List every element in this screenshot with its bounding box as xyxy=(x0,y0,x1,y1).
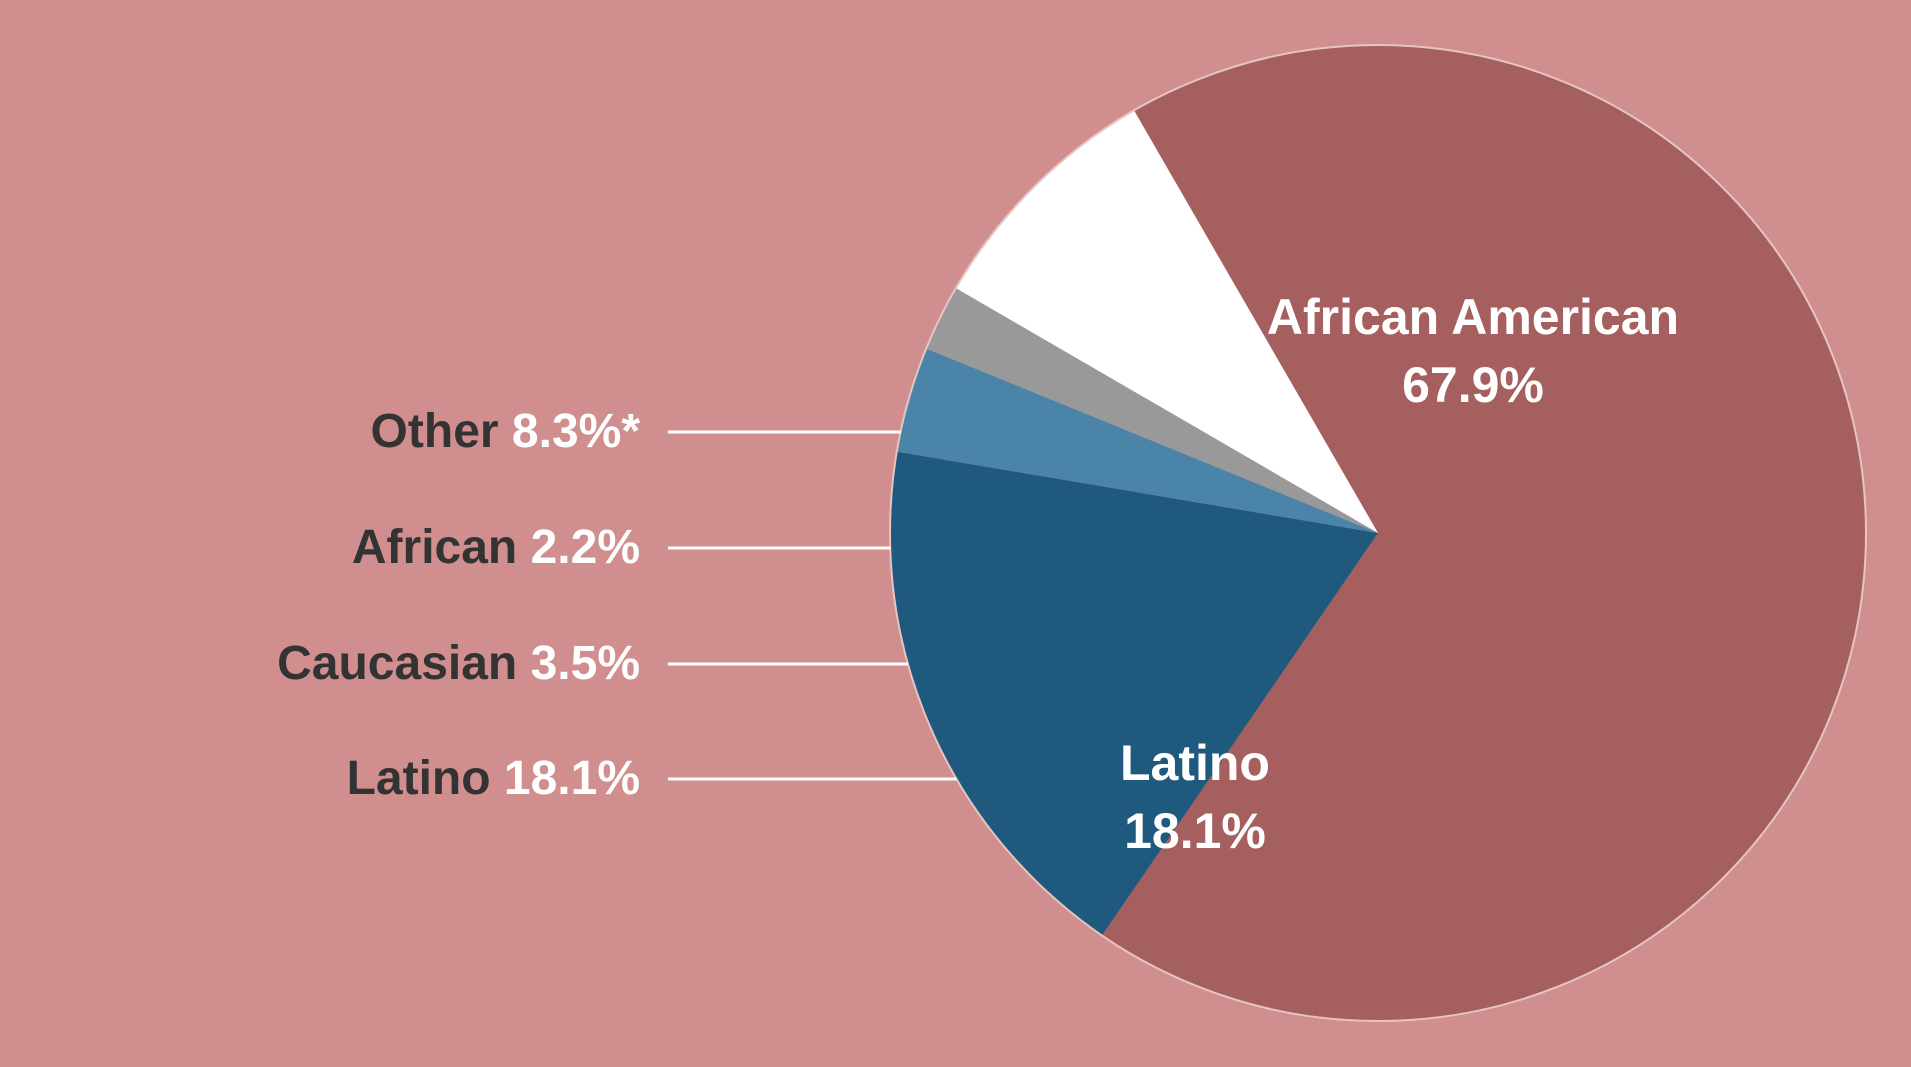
side-label-percent: 3.5% xyxy=(531,637,640,690)
inside-label-percent: 18.1% xyxy=(1124,803,1266,859)
pie-slice-other xyxy=(955,110,1378,533)
pie-outline xyxy=(889,44,1867,1022)
pie-slices xyxy=(889,44,1867,1022)
side-label-latino: Latino 18.1% xyxy=(347,752,640,805)
leader-lines xyxy=(668,430,957,781)
svg-text:African 2.2%: African 2.2% xyxy=(352,521,640,574)
side-label-other: Other 8.3%* xyxy=(371,405,641,458)
svg-text:Latino 18.1%: Latino 18.1% xyxy=(347,752,640,805)
inside-label-name: Latino xyxy=(1120,735,1270,791)
side-label-percent: 8.3%* xyxy=(512,405,640,458)
side-label-percent: 2.2% xyxy=(531,521,640,574)
inside-label-percent: 67.9% xyxy=(1402,357,1544,413)
inside-label-name: African American xyxy=(1267,289,1679,345)
side-label-name: Other xyxy=(371,405,499,458)
side-label-name: African xyxy=(352,521,517,574)
side-label-african: African 2.2% xyxy=(352,521,640,574)
side-label-percent: 18.1% xyxy=(504,752,640,805)
side-label-name: Caucasian xyxy=(277,637,517,690)
side-label-name: Latino xyxy=(347,752,491,805)
inside-label-latino: Latino 18.1% xyxy=(1120,735,1270,859)
pie-slice-african-american xyxy=(1102,44,1867,1022)
side-label-caucasian: Caucasian 3.5% xyxy=(277,637,640,690)
inside-label-african-american: African American 67.9% xyxy=(1267,289,1679,413)
pie-slice-african xyxy=(926,288,1378,533)
svg-text:Caucasian 3.5%: Caucasian 3.5% xyxy=(277,637,640,690)
pie-slice-caucasian xyxy=(896,348,1378,533)
pie-slice-latino xyxy=(889,451,1378,936)
svg-text:Other 8.3%*: Other 8.3%* xyxy=(371,405,641,458)
